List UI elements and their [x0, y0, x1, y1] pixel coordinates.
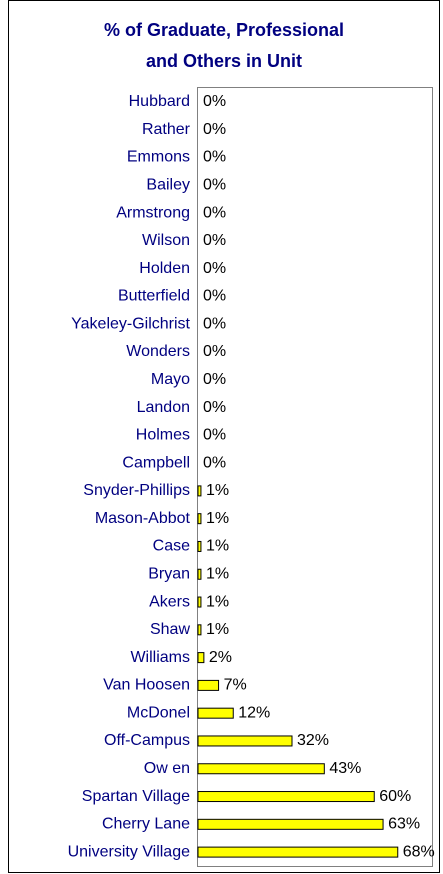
bar — [197, 513, 202, 525]
bar — [197, 679, 220, 691]
data-label: 32% — [297, 732, 329, 749]
category-label: Wilson — [142, 232, 190, 249]
data-label: 60% — [379, 788, 411, 805]
bar — [197, 735, 293, 747]
category-label: Spartan Village — [82, 788, 190, 805]
category-label: Mason-Abbot — [95, 510, 191, 527]
category-label: Wonders — [126, 343, 190, 360]
data-label: 1% — [206, 510, 229, 527]
category-label: Williams — [130, 649, 190, 666]
category-label: Landon — [137, 399, 190, 416]
data-label: 0% — [203, 260, 226, 277]
data-label: 1% — [206, 621, 229, 638]
bar — [197, 540, 202, 552]
category-label: Rather — [142, 121, 191, 138]
data-label: 0% — [203, 371, 226, 388]
bar — [197, 624, 202, 636]
data-label: 0% — [203, 399, 226, 416]
chart-title: % of Graduate, Professional — [104, 20, 344, 40]
category-label: Akers — [149, 593, 190, 610]
data-label: 0% — [203, 288, 226, 305]
category-label: Cherry Lane — [102, 816, 190, 833]
bar — [197, 846, 399, 858]
category-label: Holden — [139, 260, 190, 277]
data-label: 0% — [203, 93, 226, 110]
bar — [197, 763, 325, 775]
category-label: Campbell — [122, 454, 190, 471]
data-label: 63% — [388, 816, 420, 833]
bar — [197, 791, 375, 803]
data-label: 43% — [329, 760, 361, 777]
category-label: Case — [153, 538, 190, 555]
data-label: 2% — [209, 649, 232, 666]
bar — [197, 568, 202, 580]
category-label: Mayo — [151, 371, 190, 388]
data-label: 68% — [403, 843, 435, 860]
chart-title: and Others in Unit — [146, 51, 302, 71]
category-label: Shaw — [150, 621, 190, 638]
data-label: 7% — [224, 677, 247, 694]
category-label: Ow en — [144, 760, 190, 777]
data-label: 1% — [206, 538, 229, 555]
data-label: 0% — [203, 121, 226, 138]
data-label: 1% — [206, 593, 229, 610]
data-label: 0% — [203, 427, 226, 444]
data-label: 1% — [206, 482, 229, 499]
category-label: McDonel — [127, 704, 190, 721]
category-label: Emmons — [127, 149, 190, 166]
category-label: Off-Campus — [104, 732, 190, 749]
bar — [197, 485, 202, 497]
bar — [197, 707, 234, 719]
data-label: 1% — [206, 565, 229, 582]
data-label: 0% — [203, 454, 226, 471]
data-label: 0% — [203, 343, 226, 360]
data-label: 0% — [203, 232, 226, 249]
category-label: Bailey — [146, 176, 190, 193]
category-label: Butterfield — [118, 288, 190, 305]
data-label: 0% — [203, 315, 226, 332]
bar — [197, 596, 202, 608]
category-label: Bryan — [148, 565, 190, 582]
plot-area — [197, 87, 433, 867]
data-label: 0% — [203, 204, 226, 221]
category-label: Holmes — [136, 427, 190, 444]
bar — [197, 818, 384, 830]
category-label: Armstrong — [116, 204, 190, 221]
bar — [197, 652, 205, 664]
category-label: Yakeley-Gilchrist — [71, 315, 190, 332]
category-label: Hubbard — [129, 93, 190, 110]
category-label: Van Hoosen — [103, 677, 190, 694]
category-label: University Village — [68, 843, 191, 860]
category-label: Snyder-Phillips — [83, 482, 190, 499]
data-label: 12% — [238, 704, 270, 721]
data-label: 0% — [203, 149, 226, 166]
data-label: 0% — [203, 176, 226, 193]
